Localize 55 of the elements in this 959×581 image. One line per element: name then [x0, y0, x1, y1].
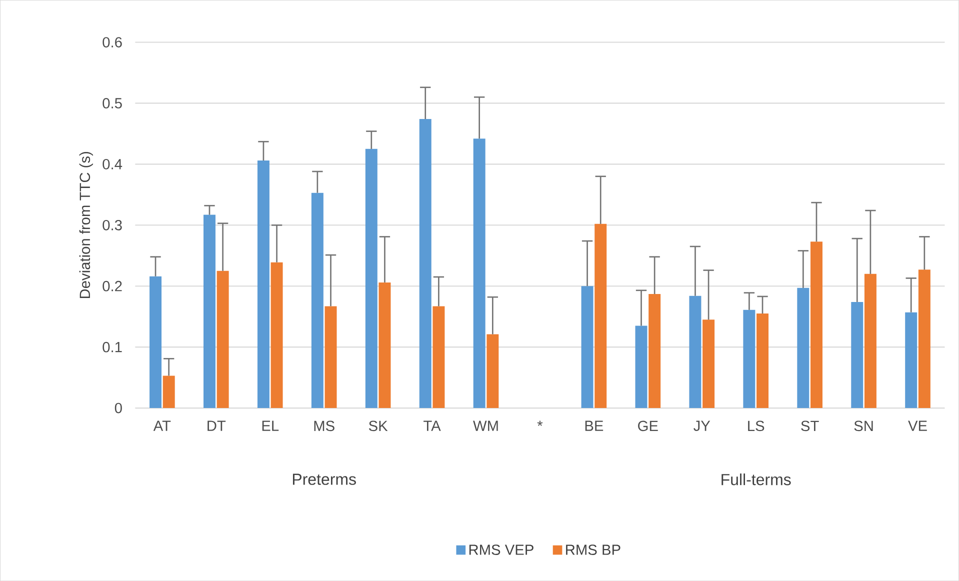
x-tick-label: AT	[153, 420, 171, 431]
y-tick-label: 0.3	[102, 220, 122, 230]
bar	[756, 313, 769, 408]
y-tick-label: 0.1	[102, 342, 122, 352]
bar	[797, 288, 810, 408]
bar	[486, 334, 499, 408]
x-tick-label: GE	[638, 420, 658, 432]
y-tick-label: 0.5	[102, 98, 122, 108]
x-tick-label: LS	[748, 420, 764, 432]
bar	[689, 296, 702, 408]
bar	[203, 214, 216, 408]
x-tick-label: ST	[801, 420, 819, 432]
bar	[594, 224, 607, 408]
bar	[851, 302, 864, 408]
x-tick-label: BE	[585, 420, 604, 431]
y-axis-title: Deviation from TTC (s)	[79, 152, 93, 298]
x-tick-label: EL	[262, 420, 279, 431]
y-tick-label: 0.4	[102, 158, 122, 170]
y-tick-label: 0.6	[102, 36, 122, 48]
y-tick-label: 0	[114, 402, 122, 414]
x-tick-label: JY	[694, 420, 710, 431]
x-tick-label: SN	[854, 420, 873, 432]
bar	[810, 242, 822, 408]
bar	[216, 270, 229, 408]
bar	[365, 148, 378, 408]
bar	[918, 270, 930, 408]
bar	[432, 306, 445, 408]
bar	[635, 326, 648, 408]
bar	[324, 306, 337, 408]
x-tick-label: SK	[368, 420, 388, 432]
x-tick-label: DT	[208, 420, 226, 431]
text: Full-terms	[722, 473, 791, 486]
x-tick-label: MS	[314, 420, 334, 432]
x-tick-label: WM	[473, 420, 498, 431]
bar	[419, 118, 432, 408]
bar	[473, 138, 486, 408]
bar	[905, 312, 918, 408]
x-tick-label: *	[537, 420, 543, 426]
bar	[702, 320, 715, 408]
bar	[257, 160, 270, 408]
x-tick-label: TA	[424, 420, 441, 431]
bar	[864, 274, 876, 408]
bar	[581, 286, 594, 408]
bar	[311, 192, 324, 408]
bar	[162, 376, 175, 408]
bar	[150, 276, 162, 408]
legend-label: RMS BP	[566, 544, 620, 555]
bar	[648, 294, 661, 408]
bar	[743, 310, 756, 408]
y-tick-label: 0.2	[102, 280, 122, 292]
x-tick-label: VE	[908, 420, 927, 431]
bar	[378, 282, 391, 408]
legend-label: RMS VEP	[469, 544, 534, 555]
bar	[270, 262, 283, 408]
text: Preterms	[292, 474, 356, 485]
